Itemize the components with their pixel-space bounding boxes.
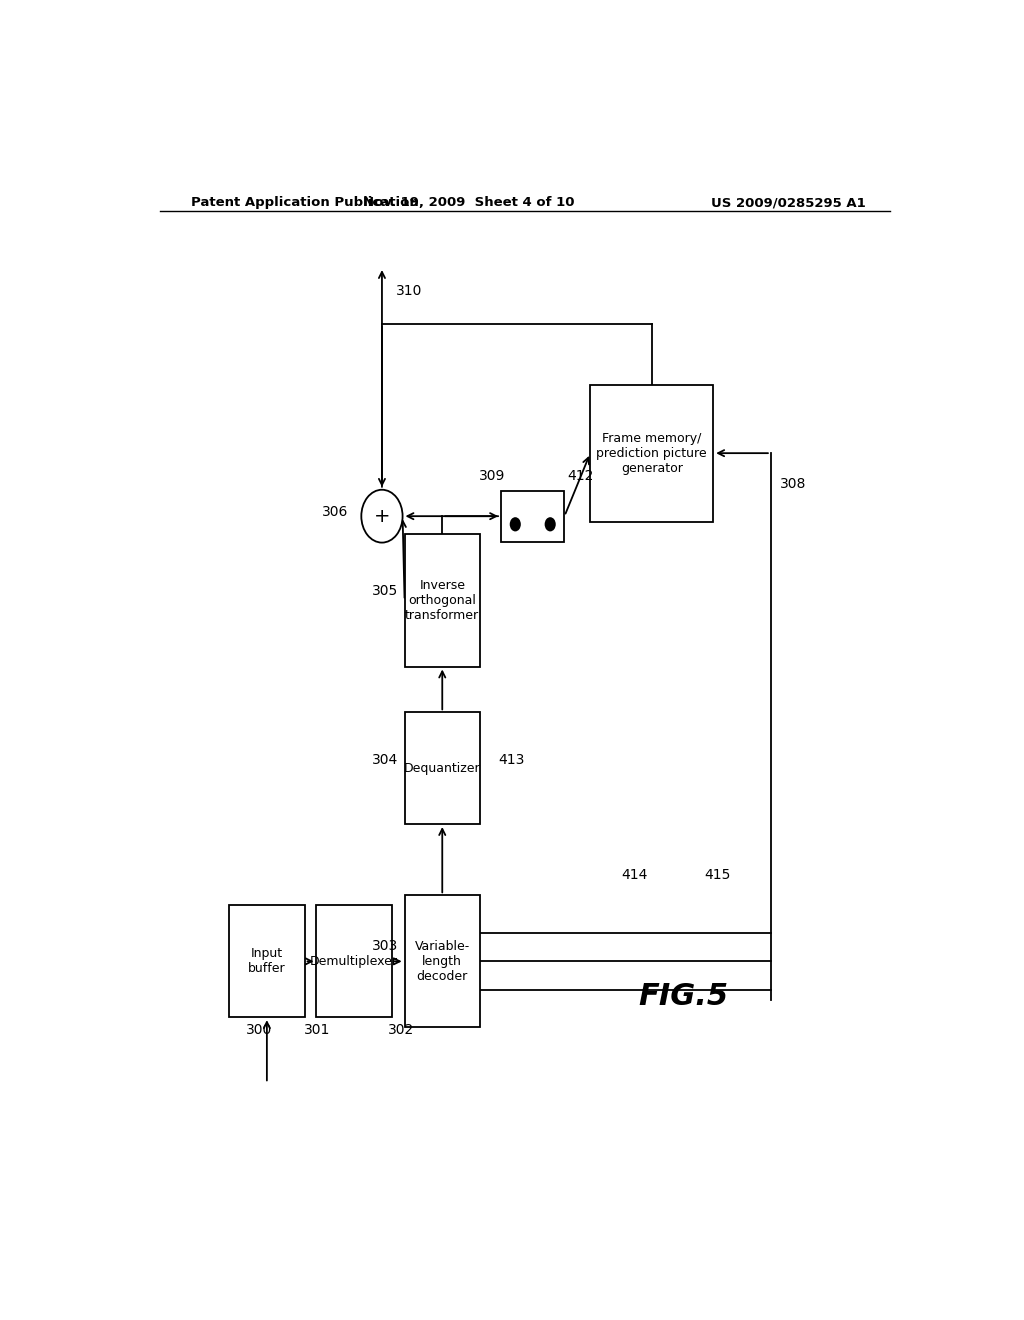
Text: 302: 302 [388,1023,415,1038]
Bar [501,491,564,541]
Circle shape [361,490,402,543]
Bar [404,895,480,1027]
Bar [404,535,480,667]
Text: 304: 304 [372,754,397,767]
Text: 305: 305 [372,585,397,598]
Bar [590,384,714,521]
Text: 415: 415 [705,869,730,882]
Text: 412: 412 [567,469,593,483]
Bar [404,713,480,824]
Text: Nov. 19, 2009  Sheet 4 of 10: Nov. 19, 2009 Sheet 4 of 10 [364,195,575,209]
Text: Frame memory/
prediction picture
generator: Frame memory/ prediction picture generat… [596,432,708,475]
Text: Dequantizer: Dequantizer [403,762,480,775]
Text: 300: 300 [246,1023,271,1038]
Text: 310: 310 [396,284,423,297]
Text: Input
buffer: Input buffer [248,948,286,975]
Text: 301: 301 [304,1023,331,1038]
Text: 414: 414 [622,869,648,882]
Bar [316,906,392,1018]
Text: 308: 308 [780,477,807,491]
Circle shape [545,517,556,532]
Text: Patent Application Publication: Patent Application Publication [191,195,419,209]
Text: 309: 309 [478,469,505,483]
Text: FIG.5: FIG.5 [638,982,729,1011]
Text: 303: 303 [372,939,397,953]
Text: Demultiplexer: Demultiplexer [310,954,398,968]
Circle shape [510,517,521,532]
Text: Variable-
length
decoder: Variable- length decoder [415,940,470,983]
Bar [229,906,304,1018]
Text: US 2009/0285295 A1: US 2009/0285295 A1 [712,195,866,209]
Text: Inverse
orthogonal
transformer: Inverse orthogonal transformer [406,579,479,622]
Text: 413: 413 [499,754,525,767]
Text: +: + [374,507,390,525]
Text: 306: 306 [323,506,348,519]
